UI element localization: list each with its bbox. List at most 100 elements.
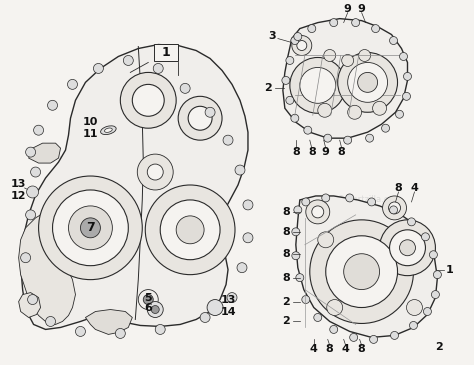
Circle shape: [292, 228, 300, 236]
Circle shape: [297, 41, 307, 50]
Circle shape: [383, 196, 407, 220]
Circle shape: [347, 105, 362, 119]
Text: 4: 4: [342, 344, 350, 354]
Circle shape: [120, 72, 176, 128]
Text: 11: 11: [82, 129, 98, 139]
Circle shape: [26, 147, 36, 157]
Ellipse shape: [104, 128, 112, 132]
Circle shape: [314, 314, 322, 322]
Circle shape: [358, 72, 378, 92]
Circle shape: [324, 134, 332, 142]
Circle shape: [153, 64, 163, 73]
Text: 4: 4: [310, 344, 318, 354]
Circle shape: [53, 190, 128, 266]
Circle shape: [380, 220, 436, 276]
Polygon shape: [18, 212, 75, 324]
Circle shape: [400, 53, 408, 61]
Circle shape: [292, 252, 300, 260]
Circle shape: [346, 194, 354, 202]
Circle shape: [370, 335, 378, 343]
Text: © Partzilla.com: © Partzilla.com: [168, 180, 232, 189]
Circle shape: [235, 165, 245, 175]
Text: 3: 3: [268, 31, 276, 41]
Text: 2: 2: [436, 342, 443, 352]
Circle shape: [223, 135, 233, 145]
Circle shape: [342, 54, 354, 66]
Circle shape: [304, 126, 312, 134]
Circle shape: [123, 55, 133, 65]
Circle shape: [27, 295, 37, 304]
Polygon shape: [296, 196, 438, 337]
Text: 12: 12: [11, 191, 27, 201]
Circle shape: [296, 274, 304, 282]
Circle shape: [373, 101, 387, 115]
Circle shape: [93, 64, 103, 73]
Circle shape: [402, 92, 410, 100]
Polygon shape: [28, 143, 61, 163]
Circle shape: [115, 328, 125, 338]
Circle shape: [365, 134, 374, 142]
Text: 2: 2: [282, 316, 290, 326]
Circle shape: [292, 35, 312, 55]
Circle shape: [282, 76, 290, 84]
Circle shape: [27, 186, 38, 198]
Text: 10: 10: [83, 117, 98, 127]
Circle shape: [308, 24, 316, 32]
Circle shape: [31, 167, 41, 177]
Circle shape: [294, 206, 302, 214]
Circle shape: [390, 36, 398, 45]
Circle shape: [324, 50, 336, 61]
Circle shape: [145, 185, 235, 274]
Circle shape: [372, 24, 380, 32]
Circle shape: [67, 80, 77, 89]
Circle shape: [344, 136, 352, 144]
Circle shape: [423, 308, 431, 315]
Circle shape: [178, 96, 222, 140]
Text: 8: 8: [326, 344, 334, 354]
Circle shape: [395, 110, 403, 118]
Circle shape: [47, 100, 57, 110]
Circle shape: [330, 326, 337, 333]
Text: © Partzilla.com: © Partzilla.com: [337, 305, 402, 314]
Text: 8: 8: [358, 344, 365, 354]
Text: 2: 2: [264, 83, 272, 93]
Circle shape: [243, 200, 253, 210]
Circle shape: [69, 206, 112, 250]
Circle shape: [200, 312, 210, 322]
Text: 8: 8: [308, 147, 316, 157]
Circle shape: [431, 291, 439, 299]
Text: 5: 5: [145, 293, 152, 303]
Circle shape: [147, 164, 163, 180]
Circle shape: [38, 176, 142, 280]
Circle shape: [143, 295, 153, 304]
Circle shape: [205, 107, 215, 117]
Circle shape: [389, 202, 401, 214]
Circle shape: [330, 19, 337, 27]
Text: 1: 1: [446, 265, 453, 275]
Text: 7: 7: [86, 221, 95, 234]
Circle shape: [176, 216, 204, 244]
Text: © Partzilla.com: © Partzilla.com: [48, 155, 113, 165]
Circle shape: [433, 271, 441, 278]
Polygon shape: [283, 19, 408, 138]
Polygon shape: [21, 45, 248, 330]
Circle shape: [322, 194, 330, 202]
Circle shape: [243, 233, 253, 243]
Text: 8: 8: [395, 183, 402, 193]
Circle shape: [310, 220, 413, 323]
Circle shape: [286, 96, 294, 104]
Circle shape: [147, 301, 163, 318]
Text: 2: 2: [282, 296, 290, 307]
FancyBboxPatch shape: [154, 43, 178, 61]
Circle shape: [368, 198, 375, 206]
Text: 4: 4: [410, 183, 419, 193]
Circle shape: [227, 293, 237, 303]
Circle shape: [391, 331, 399, 339]
Text: 6: 6: [144, 303, 152, 312]
Ellipse shape: [100, 126, 116, 135]
Circle shape: [312, 206, 324, 218]
Circle shape: [344, 254, 380, 289]
Circle shape: [306, 200, 330, 224]
Circle shape: [400, 240, 416, 256]
Circle shape: [46, 316, 55, 326]
